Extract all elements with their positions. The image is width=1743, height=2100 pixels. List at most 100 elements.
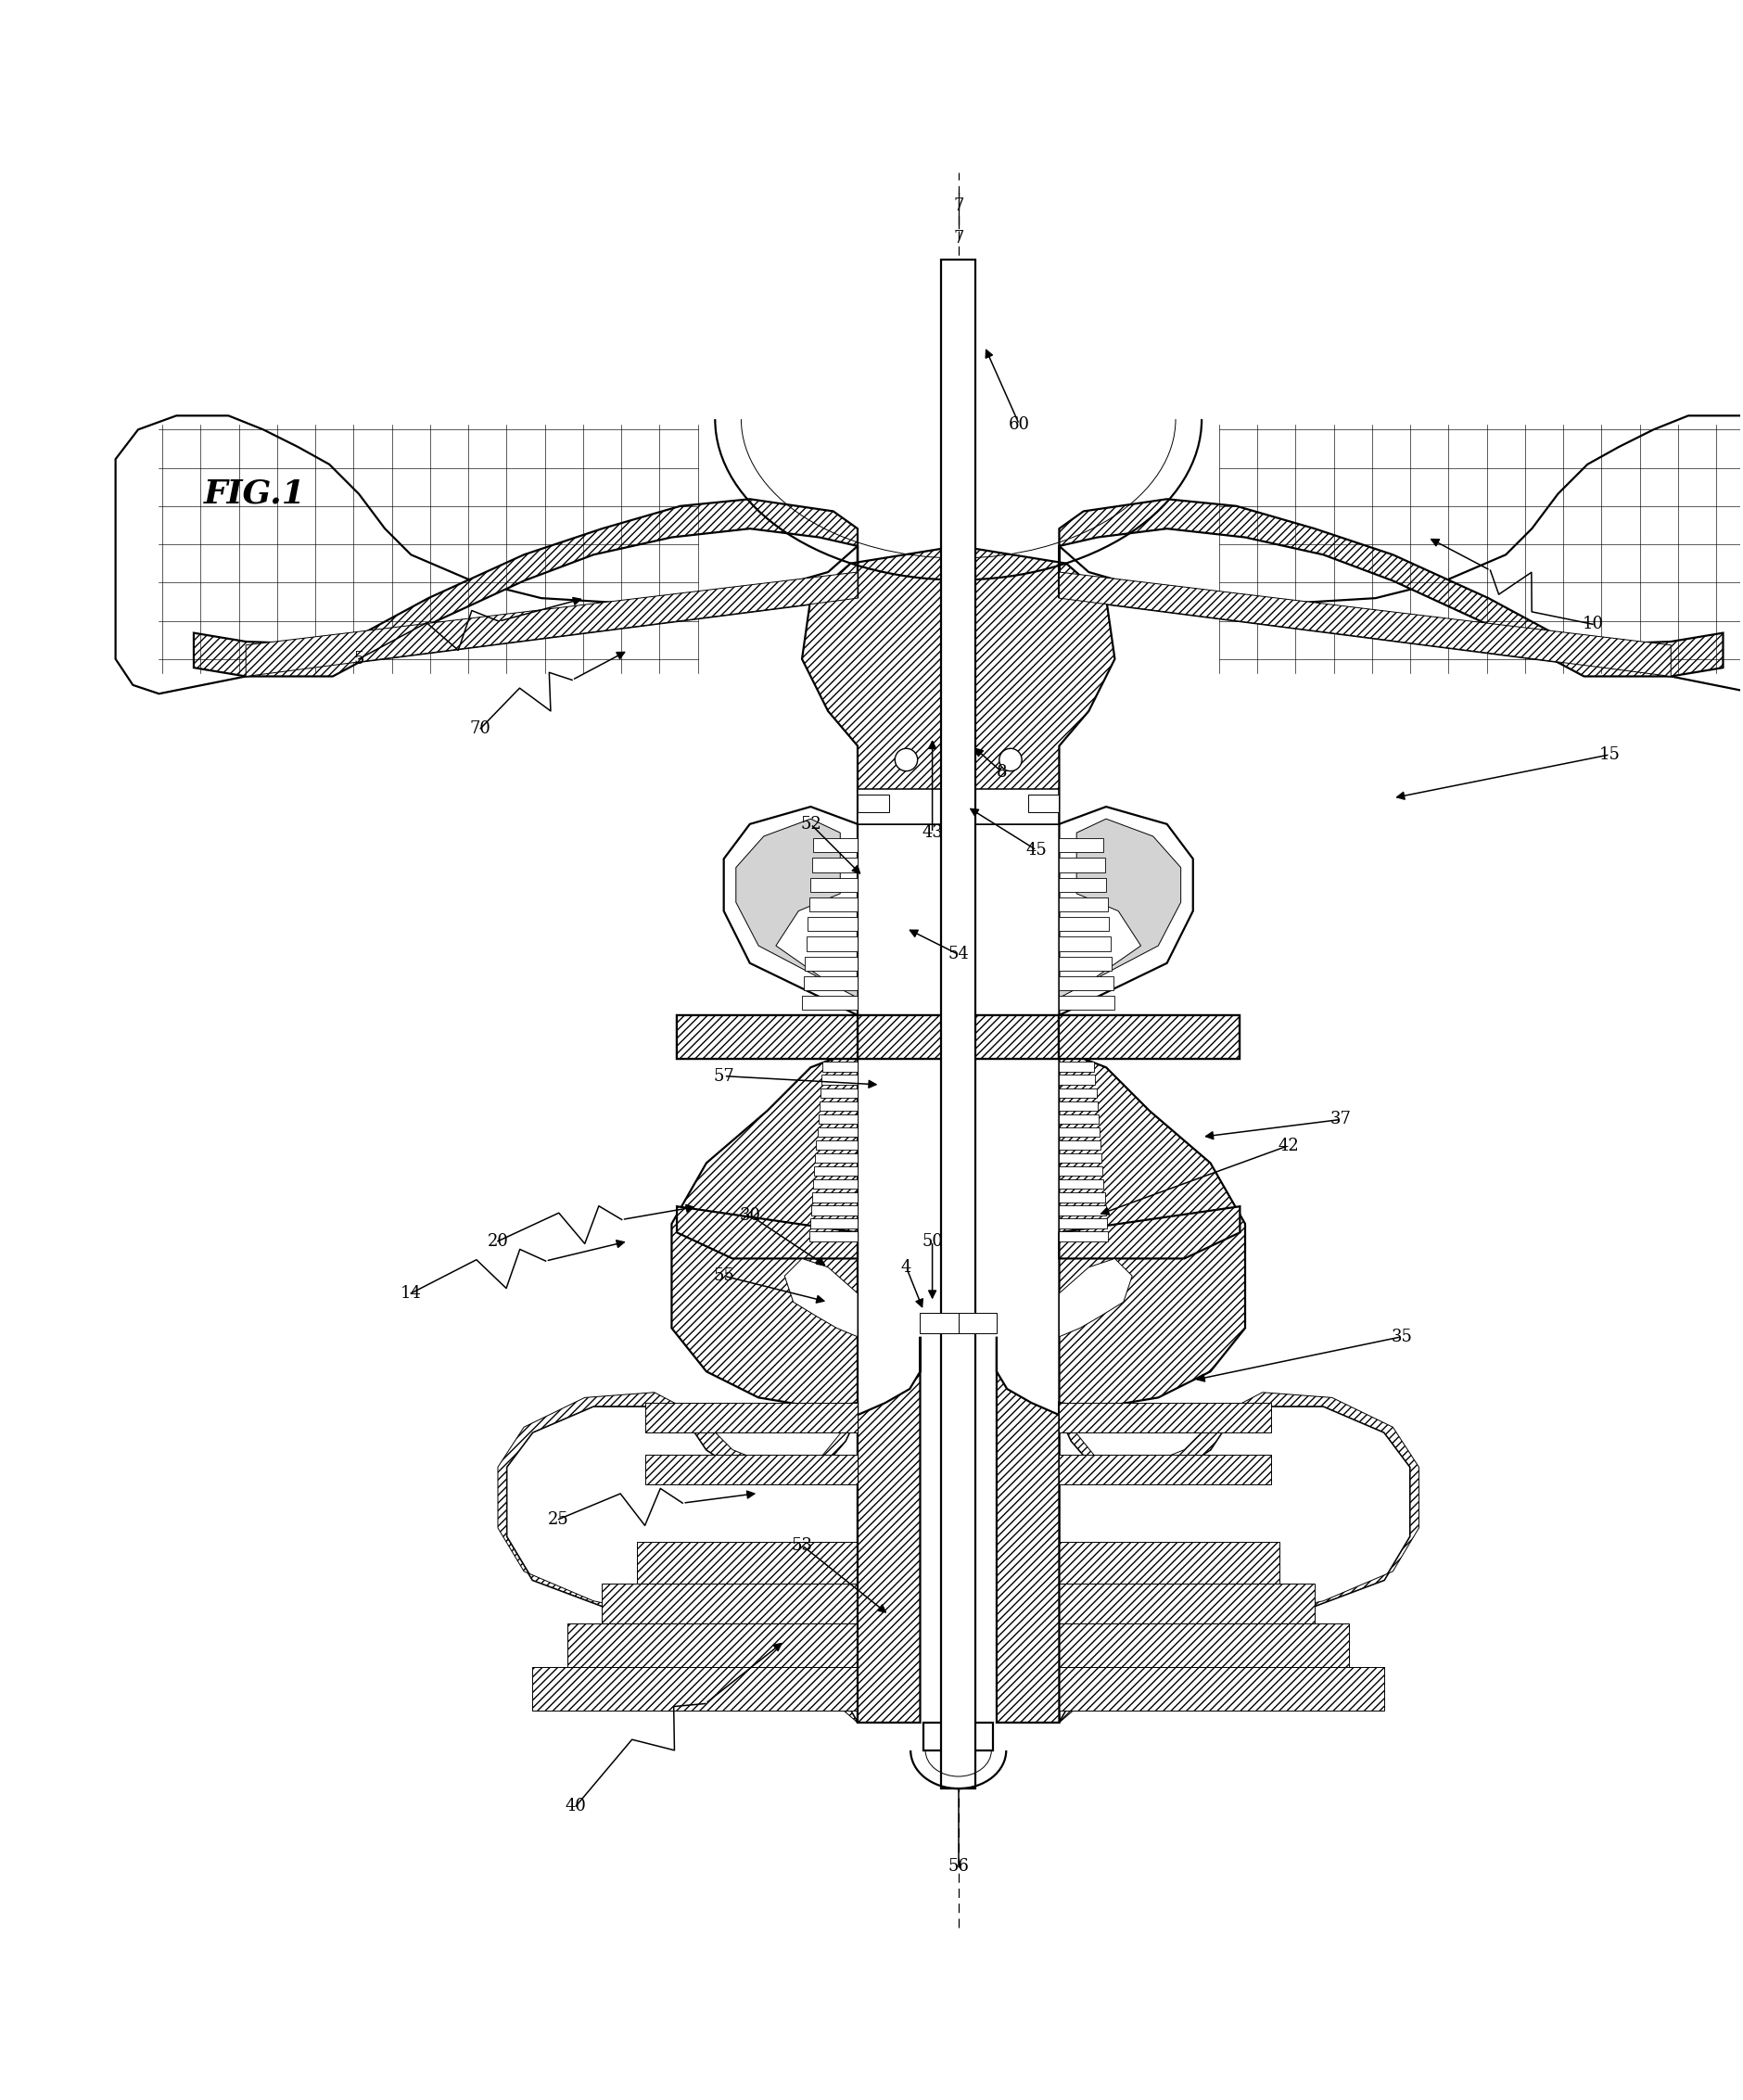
Bar xyxy=(1060,956,1112,970)
Polygon shape xyxy=(645,1455,858,1485)
Polygon shape xyxy=(676,1014,1239,1058)
Text: FIG.1: FIG.1 xyxy=(204,479,305,510)
Bar xyxy=(812,859,858,872)
Polygon shape xyxy=(1060,1014,1239,1058)
Text: 42: 42 xyxy=(1278,1138,1299,1153)
Bar xyxy=(959,1312,997,1334)
Bar xyxy=(812,838,858,853)
Bar xyxy=(810,1218,858,1228)
Bar xyxy=(821,1075,858,1086)
Bar xyxy=(920,1312,959,1334)
Polygon shape xyxy=(636,1541,858,1583)
Text: 7: 7 xyxy=(953,197,964,214)
Bar xyxy=(858,794,889,813)
Bar xyxy=(1060,878,1107,892)
Text: 60: 60 xyxy=(1009,416,1030,433)
Text: 43: 43 xyxy=(922,825,943,842)
Bar xyxy=(807,918,858,930)
Polygon shape xyxy=(736,819,858,998)
Polygon shape xyxy=(1060,1541,1279,1583)
Bar xyxy=(805,956,858,970)
Text: 10: 10 xyxy=(1583,615,1604,632)
Polygon shape xyxy=(1060,1583,1314,1623)
Text: 30: 30 xyxy=(739,1208,760,1224)
Text: 35: 35 xyxy=(1391,1329,1412,1346)
Bar xyxy=(817,1115,858,1124)
Text: 4: 4 xyxy=(901,1258,912,1275)
Bar xyxy=(1060,1100,1098,1111)
Polygon shape xyxy=(1060,500,1724,676)
Bar xyxy=(819,1100,858,1111)
Polygon shape xyxy=(1060,1407,1410,1722)
Polygon shape xyxy=(858,1014,1060,1058)
Bar xyxy=(816,1140,858,1151)
Circle shape xyxy=(894,748,917,771)
Polygon shape xyxy=(115,416,858,693)
Text: 7: 7 xyxy=(953,231,964,246)
Bar xyxy=(1060,1153,1102,1163)
Bar xyxy=(810,878,858,892)
Bar xyxy=(802,995,858,1010)
Text: 57: 57 xyxy=(713,1067,734,1084)
Polygon shape xyxy=(246,571,858,676)
Polygon shape xyxy=(498,1392,858,1722)
Bar xyxy=(814,1166,858,1176)
Circle shape xyxy=(999,748,1021,771)
Bar xyxy=(809,897,858,911)
Bar xyxy=(816,1153,858,1163)
Bar xyxy=(823,1063,858,1071)
Polygon shape xyxy=(1060,1667,1384,1709)
Text: 40: 40 xyxy=(565,1798,587,1814)
Bar xyxy=(1060,1140,1100,1151)
Bar xyxy=(1060,1075,1095,1086)
Bar xyxy=(1060,918,1109,930)
Text: 14: 14 xyxy=(401,1285,422,1302)
Text: 55: 55 xyxy=(713,1268,734,1285)
Polygon shape xyxy=(1060,1205,1239,1258)
Polygon shape xyxy=(1060,1258,1133,1338)
Text: 53: 53 xyxy=(791,1537,812,1554)
Polygon shape xyxy=(1060,571,1672,676)
Text: 54: 54 xyxy=(948,947,969,962)
Polygon shape xyxy=(1060,416,1743,693)
Bar xyxy=(817,1128,858,1136)
Polygon shape xyxy=(1060,1403,1271,1432)
Bar xyxy=(804,977,858,991)
Bar xyxy=(821,1088,858,1098)
Polygon shape xyxy=(533,1667,858,1709)
Polygon shape xyxy=(858,1338,920,1722)
Polygon shape xyxy=(671,1058,858,1415)
Bar xyxy=(1060,1128,1100,1136)
Polygon shape xyxy=(1060,1623,1349,1667)
Bar xyxy=(1060,1193,1105,1201)
Text: 25: 25 xyxy=(547,1510,570,1527)
Bar xyxy=(812,1193,858,1201)
Text: 45: 45 xyxy=(1027,842,1048,859)
Polygon shape xyxy=(1060,1455,1271,1485)
Bar xyxy=(1060,1218,1107,1228)
Polygon shape xyxy=(568,1623,858,1667)
Text: 50: 50 xyxy=(922,1233,943,1250)
Text: 15: 15 xyxy=(1600,745,1621,762)
Bar xyxy=(1060,1205,1105,1216)
Text: 5: 5 xyxy=(354,651,364,668)
Bar xyxy=(1060,859,1105,872)
Polygon shape xyxy=(1060,806,1192,1014)
Bar xyxy=(1060,1231,1109,1241)
Polygon shape xyxy=(601,1583,858,1623)
Polygon shape xyxy=(1060,1058,1245,1415)
Polygon shape xyxy=(645,1403,858,1432)
Polygon shape xyxy=(858,790,1060,823)
Text: 52: 52 xyxy=(800,815,821,832)
Polygon shape xyxy=(941,258,976,1789)
Polygon shape xyxy=(802,546,1116,823)
Text: 20: 20 xyxy=(488,1233,509,1250)
Text: 70: 70 xyxy=(471,720,492,737)
Polygon shape xyxy=(676,1205,858,1258)
Bar xyxy=(1060,897,1109,911)
Polygon shape xyxy=(1060,1392,1419,1722)
Polygon shape xyxy=(924,1722,994,1751)
Bar xyxy=(1060,1166,1103,1176)
Bar xyxy=(809,1231,858,1241)
Bar xyxy=(807,937,858,951)
